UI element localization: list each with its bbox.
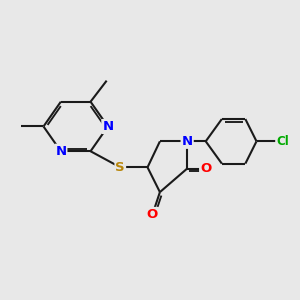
Text: S: S [116, 161, 125, 174]
Text: N: N [182, 135, 193, 148]
Text: O: O [200, 162, 212, 175]
Text: Cl: Cl [276, 135, 289, 148]
Text: N: N [102, 120, 113, 133]
Text: O: O [147, 208, 158, 221]
Text: N: N [55, 145, 66, 158]
